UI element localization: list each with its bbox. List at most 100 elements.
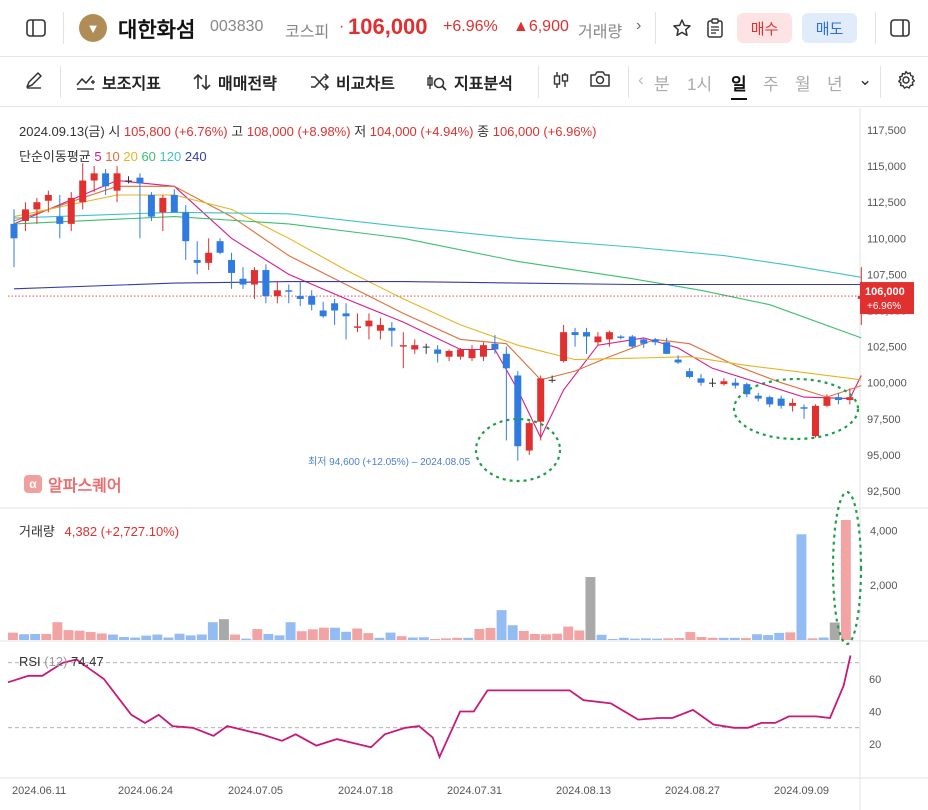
candle-body [376, 324, 384, 331]
volume-bar [285, 622, 296, 640]
candle-body [697, 378, 705, 383]
candle-body [434, 349, 442, 354]
chevron-down-icon[interactable]: ⌄ [858, 70, 873, 89]
ma-legend-120: 120 [159, 149, 182, 164]
compare-button[interactable]: 비교차트 [310, 70, 395, 94]
compare-label: 비교차트 [336, 76, 395, 93]
ma-legend[interactable]: 단순이동평균 5 10 20 60 120 240 [19, 146, 207, 165]
divider [880, 66, 881, 98]
period-month[interactable]: 월 [795, 75, 811, 94]
volume-bar [341, 631, 352, 640]
alpha-logo-icon: α [24, 475, 42, 493]
volume-title: 거래량 4,382 (+2,727.10%) [19, 521, 179, 540]
buy-button[interactable]: 매수 [737, 13, 792, 43]
price-tick-label: 107,500 [867, 269, 907, 281]
rsi-tick-label: 40 [869, 707, 881, 719]
volume-bar [396, 636, 407, 640]
clipboard-icon[interactable] [699, 14, 731, 42]
ma-legend-20: 20 [123, 149, 138, 164]
indicators-button[interactable]: 보조지표 [76, 70, 161, 94]
panel-toggle-icon[interactable] [884, 14, 916, 42]
volume-bar [618, 637, 629, 640]
candle-body [296, 296, 304, 299]
volume-bar [8, 632, 18, 640]
volume-bar [652, 638, 663, 640]
candle-body [468, 349, 476, 359]
candle-body [239, 278, 247, 285]
highlight-ellipse [831, 490, 863, 646]
screenshot-button[interactable] [589, 70, 611, 88]
ma10-line [13, 185, 862, 398]
candle-body [399, 345, 407, 347]
divider [538, 66, 539, 98]
candle-body [663, 342, 671, 354]
period-minute[interactable]: 분 [654, 75, 670, 94]
volume-bar [696, 636, 707, 640]
period-week[interactable]: 주 [763, 75, 779, 94]
candle-body [44, 194, 52, 201]
volume-bar [196, 634, 207, 640]
x-tick-label: 2024.08.27 [665, 785, 720, 797]
candle-body [686, 371, 694, 377]
candle-body [583, 332, 590, 337]
volume-bar [474, 629, 485, 640]
volume-bar [596, 634, 607, 640]
market-name: 코스피 [285, 24, 330, 41]
volume-bar [152, 634, 163, 640]
candle-body [812, 405, 819, 437]
company-logo: ▼ [79, 14, 107, 42]
rsi-value: 74.47 [71, 654, 104, 669]
candle-body [708, 382, 716, 384]
candle-body [79, 180, 87, 203]
x-tick-label: 2024.07.18 [338, 785, 393, 797]
volume-bar [174, 633, 185, 640]
chart-area[interactable]: 117,500115,000112,500110,000107,500105,0… [0, 108, 928, 810]
period-year[interactable]: 년 [827, 75, 843, 94]
period-day[interactable]: 일 [731, 70, 747, 100]
ma20-line [13, 194, 862, 381]
stock-chart[interactable]: 117,500115,000112,500110,000107,500105,0… [0, 108, 928, 810]
settings-button[interactable] [896, 70, 916, 90]
drawing-tool-button[interactable] [24, 70, 44, 90]
period-hour[interactable]: 1시 [687, 75, 713, 94]
volume-bar [74, 630, 85, 640]
ma5-line [13, 179, 862, 439]
close-value: 106,000 (+6.96%) [492, 124, 597, 139]
candle-body [560, 332, 568, 362]
price-tick-label: 100,000 [867, 378, 907, 390]
analysis-button[interactable]: 지표분석 [426, 70, 513, 94]
volume-bar [752, 634, 762, 640]
volume-bar [574, 630, 585, 640]
low-value: 104,000 (+4.94%) [369, 124, 474, 139]
sidebar-toggle-icon[interactable] [20, 14, 52, 42]
strategy-button[interactable]: 매매전략 [192, 70, 277, 94]
sell-button[interactable]: 매도 [802, 13, 857, 43]
volume-bar [230, 634, 241, 640]
volume-bar [785, 632, 796, 640]
star-icon[interactable] [666, 14, 698, 42]
ma60-line [13, 216, 862, 339]
candle-body [514, 375, 522, 447]
candle-body [273, 290, 281, 297]
candle-body [525, 423, 533, 451]
price-tick-label: 97,500 [867, 414, 901, 426]
open-label: 시 [108, 124, 121, 139]
chevron-right-icon[interactable]: › [636, 17, 642, 34]
chevron-left-icon[interactable]: ‹ [638, 70, 644, 89]
stock-name[interactable]: 대한화섬 [118, 19, 196, 42]
candle-body [33, 202, 41, 210]
gear-icon [898, 70, 915, 89]
x-tick-label: 2024.06.11 [12, 785, 66, 797]
volume-bar [418, 637, 429, 640]
candle-body [846, 397, 854, 401]
ohlc-date: 2024.09.13(금) [19, 124, 105, 139]
candle-body [800, 407, 808, 409]
volume-bar [463, 637, 474, 640]
candle-type-button[interactable] [551, 70, 571, 90]
x-tick-label: 2024.07.31 [447, 785, 502, 797]
volume-bar [307, 629, 318, 640]
divider [875, 12, 876, 44]
close-label: 종 [477, 124, 490, 139]
volume-bar [263, 633, 274, 640]
updown-arrows-icon [193, 73, 211, 91]
